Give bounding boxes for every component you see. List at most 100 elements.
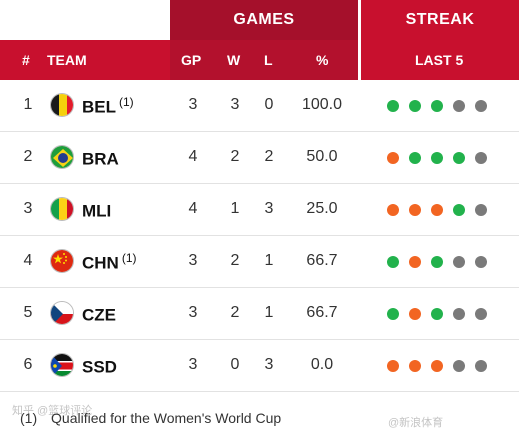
games-played: 3 — [188, 96, 198, 113]
footnote-text: Qualified for the Women's World Cup — [51, 410, 282, 426]
losses: 2 — [264, 148, 274, 165]
team-code[interactable]: BEL (1) — [82, 95, 134, 117]
last5-streak — [387, 100, 487, 112]
team-code[interactable]: CHN (1) — [82, 251, 137, 273]
col-gp-header[interactable]: GP — [181, 52, 202, 68]
no-game-dot — [475, 308, 487, 320]
belgium-flag-icon — [50, 93, 74, 117]
win-percentage: 66.7 — [306, 304, 338, 321]
wins: 2 — [230, 304, 240, 321]
win-dot — [409, 100, 421, 112]
win-dot — [387, 256, 399, 268]
rank: 5 — [23, 304, 33, 321]
games-played: 4 — [188, 148, 198, 165]
loss-dot — [409, 256, 421, 268]
loss-dot — [409, 204, 421, 216]
streak-group-header: STREAK — [361, 0, 519, 40]
col-pct-header[interactable]: % — [316, 52, 329, 68]
loss-dot — [387, 204, 399, 216]
win-dot — [431, 100, 443, 112]
last5-streak — [387, 308, 487, 320]
no-game-dot — [453, 308, 465, 320]
last5-streak — [387, 360, 487, 372]
loss-dot — [409, 308, 421, 320]
watermark-right: @新浪体育 — [388, 417, 444, 428]
games-played: 3 — [188, 356, 198, 373]
win-dot — [431, 256, 443, 268]
table-row[interactable]: 2 BRA 4 2 2 50.0 — [0, 132, 519, 184]
loss-dot — [409, 360, 421, 372]
table-row[interactable]: 1 BEL (1) 3 3 0 100.0 — [0, 80, 519, 132]
south-sudan-flag-icon — [50, 353, 74, 377]
czechia-flag-icon — [50, 301, 74, 325]
team-code[interactable]: SSD — [82, 357, 117, 377]
footnote: (1) Qualified for the Women's World Cup — [20, 410, 281, 426]
loss-dot — [431, 360, 443, 372]
footnote-marker: (1) — [20, 410, 38, 426]
qualified-note: (1) — [121, 251, 137, 265]
losses: 0 — [264, 96, 274, 113]
group-header-bar: GAMES STREAK — [0, 0, 519, 40]
wins: 2 — [230, 148, 240, 165]
no-game-dot — [475, 100, 487, 112]
col-rank-header: # — [22, 52, 30, 68]
no-game-dot — [475, 256, 487, 268]
brazil-flag-icon — [50, 145, 74, 169]
watermark-left: 知乎 @篮球评论 — [12, 405, 93, 417]
win-percentage: 0.0 — [310, 356, 334, 373]
rank: 4 — [23, 252, 33, 269]
no-game-dot — [475, 152, 487, 164]
losses: 3 — [264, 200, 274, 217]
win-dot — [453, 204, 465, 216]
losses: 1 — [264, 304, 274, 321]
losses: 1 — [264, 252, 274, 269]
rank: 2 — [23, 148, 33, 165]
win-percentage: 25.0 — [306, 200, 338, 217]
games-played: 4 — [188, 200, 198, 217]
team-code[interactable]: BRA — [82, 149, 119, 169]
mali-flag-icon — [50, 197, 74, 221]
wins: 3 — [230, 96, 240, 113]
win-dot — [431, 308, 443, 320]
wins: 1 — [230, 200, 240, 217]
games-played: 3 — [188, 304, 198, 321]
losses: 3 — [264, 356, 274, 373]
wins: 0 — [230, 356, 240, 373]
win-percentage: 50.0 — [306, 148, 338, 165]
last5-streak — [387, 256, 487, 268]
win-percentage: 100.0 — [301, 96, 343, 113]
qualified-note: (1) — [119, 95, 134, 109]
win-dot — [387, 100, 399, 112]
win-percentage: 66.7 — [306, 252, 338, 269]
wins: 2 — [230, 252, 240, 269]
rank: 6 — [23, 356, 33, 373]
table-row[interactable]: 5 CZE 3 2 1 66.7 — [0, 288, 519, 340]
table-row[interactable]: 6 SSD 3 0 3 0.0 — [0, 340, 519, 392]
col-w-header[interactable]: W — [227, 52, 241, 68]
rank: 1 — [23, 96, 33, 113]
last5-streak — [387, 204, 487, 216]
col-last5-header: LAST 5 — [415, 52, 464, 68]
loss-dot — [387, 360, 399, 372]
no-game-dot — [453, 256, 465, 268]
no-game-dot — [475, 204, 487, 216]
table-row[interactable]: 3 MLI 4 1 3 25.0 — [0, 184, 519, 236]
col-l-header[interactable]: L — [264, 52, 273, 68]
win-dot — [453, 152, 465, 164]
no-game-dot — [453, 100, 465, 112]
china-flag-icon — [50, 249, 74, 273]
no-game-dot — [475, 360, 487, 372]
table-row[interactable]: 4 CHN (1) 3 2 1 66.7 — [0, 236, 519, 288]
games-group-header: GAMES — [170, 0, 358, 40]
rank: 3 — [23, 200, 33, 217]
last5-streak — [387, 152, 487, 164]
team-code[interactable]: CZE — [82, 305, 116, 325]
team-code[interactable]: MLI — [82, 201, 112, 221]
col-team-header: TEAM — [47, 52, 87, 68]
games-played: 3 — [188, 252, 198, 269]
win-dot — [409, 152, 421, 164]
win-dot — [431, 152, 443, 164]
no-game-dot — [453, 360, 465, 372]
loss-dot — [431, 204, 443, 216]
win-dot — [387, 308, 399, 320]
